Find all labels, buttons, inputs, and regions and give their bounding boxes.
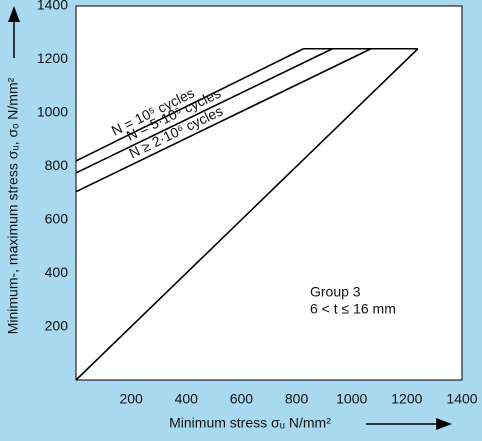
x-tick-label: 200 [119,391,143,407]
y-arrow [8,6,20,58]
y-tick-label: 1200 [37,50,68,66]
x-tick-label: 1400 [446,391,477,407]
y-tick-label: 200 [45,317,69,333]
x-arrow [366,418,452,430]
x-axis-label: Minimum stress σᵤ N/mm² [169,415,331,431]
annotation: 6 < t ≤ 16 mm [310,301,396,317]
annotation: Group 3 [310,284,361,300]
y-tick-label: 600 [45,210,69,226]
y-tick-label: 400 [45,264,69,280]
y-tick-label: 1000 [37,104,68,120]
line [75,48,372,193]
x-tick-label: 1200 [391,391,422,407]
y-tick-label: 1400 [37,0,68,13]
y-tick-label: 800 [45,157,69,173]
x-tick-label: 600 [230,391,254,407]
x-tick-label: 800 [285,391,309,407]
x-tick-label: 400 [175,391,199,407]
x-tick-label: 1000 [336,391,367,407]
line [75,48,304,162]
line [75,48,333,174]
line [75,48,419,381]
y-axis-label: Minimum-, maximum stress σᵤ, σₒ N/mm² [5,77,21,334]
